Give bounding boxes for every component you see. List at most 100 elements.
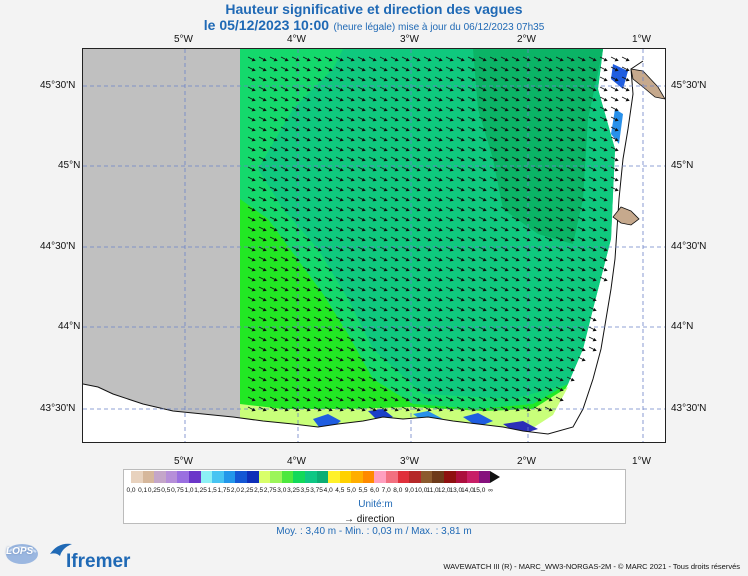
direction-arrow-head (251, 97, 256, 102)
direction-arrow-head (328, 297, 333, 302)
direction-arrow-head (614, 57, 619, 62)
legend-swatch (397, 471, 410, 483)
direction-arrow-head (251, 257, 256, 262)
direction-arrow-head (262, 147, 267, 152)
direction-arrow-head (427, 237, 432, 242)
direction-arrow-head (548, 207, 553, 212)
direction-arrow-head (361, 357, 366, 362)
direction-arrow-head (526, 127, 531, 132)
direction-arrow-head (350, 277, 355, 282)
coastal-low-wave (611, 64, 628, 89)
direction-arrow-head (394, 57, 399, 62)
direction-arrow-head (262, 97, 267, 102)
direction-arrow-head (372, 367, 377, 372)
direction-arrow-head (603, 277, 608, 282)
direction-arrow-head (339, 127, 344, 132)
direction-arrow-head (504, 317, 509, 322)
direction-arrow-head (482, 327, 487, 332)
direction-arrow-head (471, 177, 476, 182)
direction-arrow-head (284, 227, 289, 232)
direction-arrow-head (603, 187, 608, 192)
direction-arrow-head (526, 347, 531, 352)
direction-arrow-head (482, 287, 487, 292)
direction-arrow-head (317, 327, 322, 332)
direction-arrow-head (284, 147, 289, 152)
legend-tick-label: 0,75 (171, 487, 184, 494)
direction-arrow-head (284, 197, 289, 202)
direction-arrow-head (416, 337, 421, 342)
direction-arrow-head (526, 107, 531, 112)
direction-arrow-head (372, 187, 377, 192)
direction-arrow-head (548, 367, 553, 372)
direction-arrow-head (482, 137, 487, 142)
direction-arrow-head (548, 187, 553, 192)
direction-arrow-head (350, 97, 355, 102)
direction-arrow-head (416, 347, 421, 352)
direction-arrow-head (284, 357, 289, 362)
direction-arrow-head (317, 97, 322, 102)
direction-arrow-head (526, 167, 531, 172)
direction-arrow-head (482, 67, 487, 72)
direction-arrow-head (383, 57, 388, 62)
direction-arrow-head (427, 137, 432, 142)
direction-arrow-head (614, 187, 619, 192)
direction-arrow-head (548, 247, 553, 252)
direction-arrow-head (262, 297, 267, 302)
direction-arrow-head (273, 307, 278, 312)
direction-arrow-head (537, 157, 542, 162)
direction-arrow-head (570, 197, 575, 202)
direction-arrow-head (449, 97, 454, 102)
direction-arrow-head (537, 147, 542, 152)
direction-arrow-head (427, 327, 432, 332)
direction-arrow-head (592, 157, 597, 162)
direction-arrow-head (515, 87, 520, 92)
lops-logo-text: LOPS (6, 546, 34, 557)
direction-arrow-head (328, 127, 333, 132)
direction-arrow-head (570, 287, 575, 292)
direction-arrow-head (570, 277, 575, 282)
direction-arrow-head (515, 127, 520, 132)
direction-arrow-head (526, 187, 531, 192)
direction-arrow-head (471, 257, 476, 262)
direction-arrow-head (504, 137, 509, 142)
direction-arrow-head (537, 317, 542, 322)
direction-arrow-head (460, 147, 465, 152)
direction-arrow-head (416, 167, 421, 172)
direction-arrow-head (317, 147, 322, 152)
direction-arrow-head (515, 177, 520, 182)
direction-arrow-head (262, 177, 267, 182)
legend-overflow-arrow-icon (490, 471, 501, 483)
direction-arrow-head (372, 157, 377, 162)
direction-arrow-head (449, 187, 454, 192)
direction-arrow-head (449, 237, 454, 242)
direction-arrow-head (482, 297, 487, 302)
direction-arrow-head (592, 317, 597, 322)
direction-arrow-head (416, 137, 421, 142)
direction-arrow-head (416, 297, 421, 302)
direction-arrow-head (471, 307, 476, 312)
direction-arrow-head (460, 187, 465, 192)
direction-arrow-head (251, 297, 256, 302)
direction-arrow-head (339, 257, 344, 262)
direction-arrow-head (383, 307, 388, 312)
direction-arrow-head (262, 157, 267, 162)
direction-arrow-head (394, 317, 399, 322)
direction-arrow-head (515, 407, 520, 412)
direction-arrow-head (284, 97, 289, 102)
direction-arrow-head (328, 367, 333, 372)
direction-arrow-head (273, 347, 278, 352)
direction-arrow-head (273, 317, 278, 322)
lat-label-left-4530: 45°30'N (40, 80, 76, 91)
direction-arrow-head (284, 207, 289, 212)
direction-arrow-head (515, 157, 520, 162)
direction-arrow-head (427, 147, 432, 152)
direction-arrow-head (306, 297, 311, 302)
direction-arrow-head (592, 247, 597, 252)
direction-arrow-head (614, 97, 619, 102)
direction-arrow-head (328, 77, 333, 82)
direction-arrow-head (339, 107, 344, 112)
direction-arrow-head (372, 67, 377, 72)
direction-arrow-head (438, 227, 443, 232)
legend-swatch (131, 471, 143, 483)
legend-tick-label: 15,0 (472, 487, 486, 494)
